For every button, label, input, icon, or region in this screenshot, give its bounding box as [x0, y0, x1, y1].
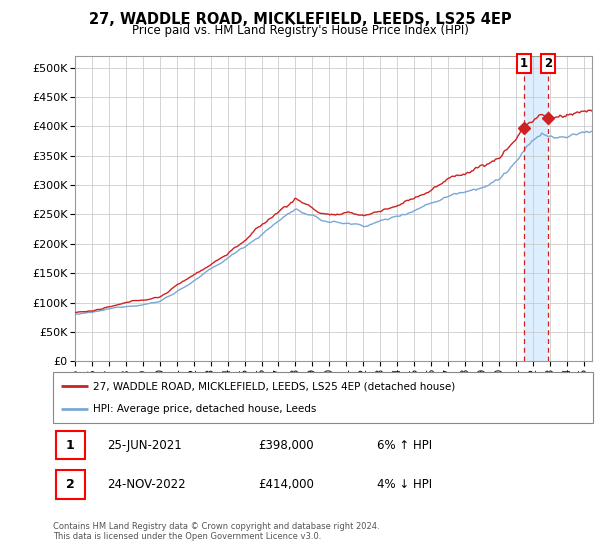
Text: 1: 1: [520, 57, 528, 70]
Text: 2: 2: [66, 478, 75, 491]
Text: 1: 1: [66, 438, 75, 452]
Text: 24-NOV-2022: 24-NOV-2022: [107, 478, 185, 491]
Bar: [524, 56, 548, 361]
Text: Contains HM Land Registry data © Crown copyright and database right 2024.
This d: Contains HM Land Registry data © Crown c…: [53, 522, 379, 542]
Text: 27, WADDLE ROAD, MICKLEFIELD, LEEDS, LS25 4EP (detached house): 27, WADDLE ROAD, MICKLEFIELD, LEEDS, LS2…: [94, 381, 455, 391]
Text: 4% ↓ HPI: 4% ↓ HPI: [377, 478, 432, 491]
Text: £414,000: £414,000: [258, 478, 314, 491]
Text: 27, WADDLE ROAD, MICKLEFIELD, LEEDS, LS25 4EP: 27, WADDLE ROAD, MICKLEFIELD, LEEDS, LS2…: [89, 12, 511, 27]
FancyBboxPatch shape: [53, 372, 593, 423]
Text: Price paid vs. HM Land Registry's House Price Index (HPI): Price paid vs. HM Land Registry's House …: [131, 24, 469, 36]
Text: 6% ↑ HPI: 6% ↑ HPI: [377, 438, 432, 452]
FancyBboxPatch shape: [56, 431, 85, 459]
Text: 2: 2: [544, 57, 552, 70]
Text: HPI: Average price, detached house, Leeds: HPI: Average price, detached house, Leed…: [94, 404, 317, 414]
Text: 25-JUN-2021: 25-JUN-2021: [107, 438, 182, 452]
Text: £398,000: £398,000: [258, 438, 314, 452]
FancyBboxPatch shape: [56, 470, 85, 498]
